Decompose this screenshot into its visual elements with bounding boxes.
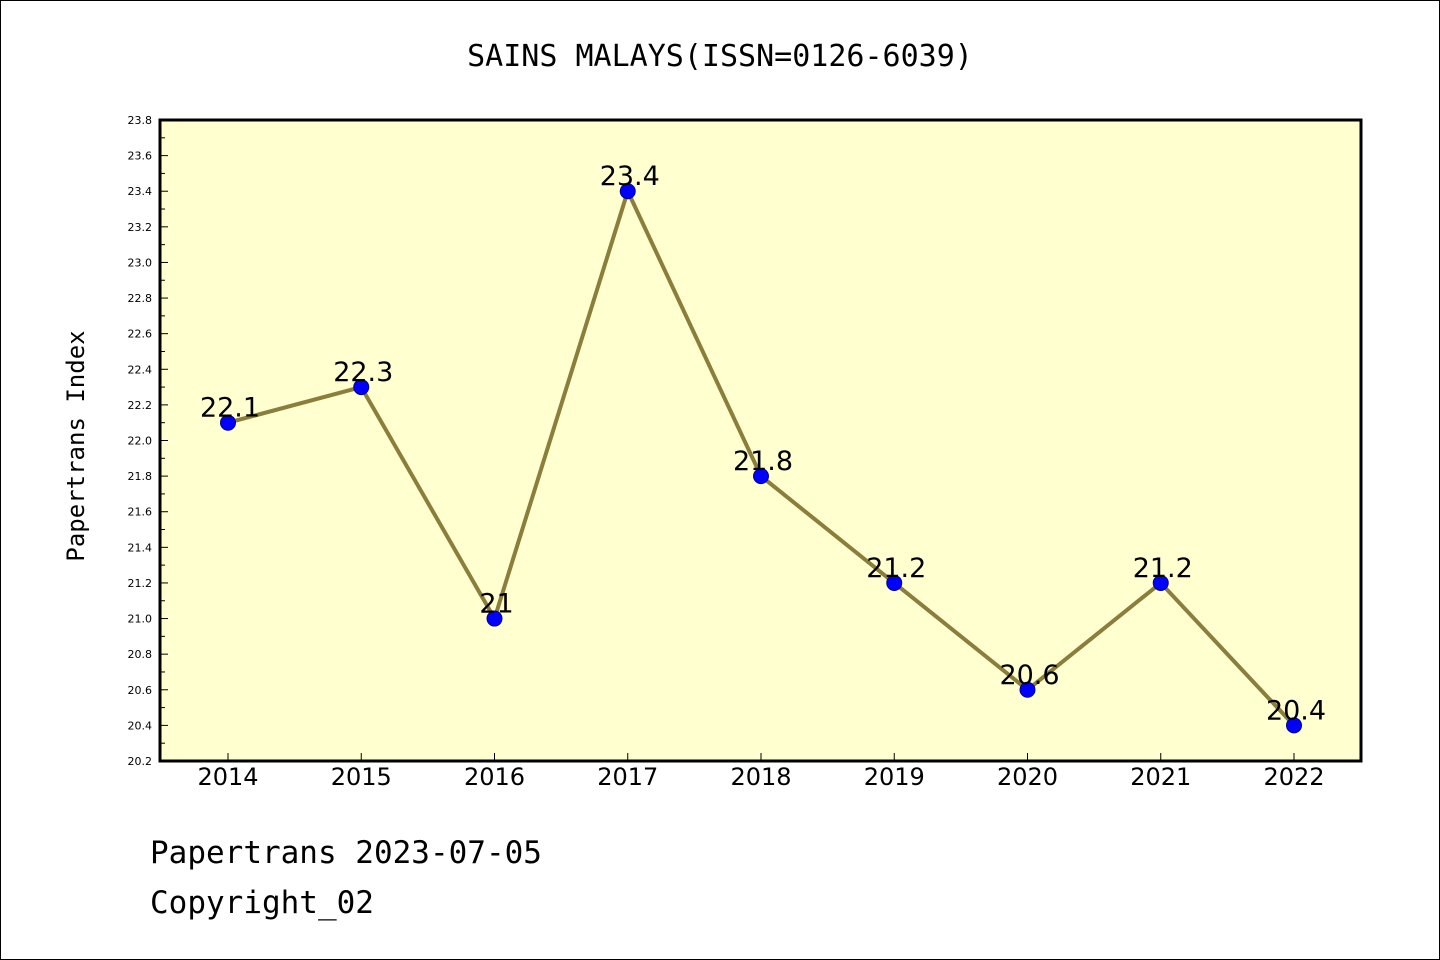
data-point — [1019, 681, 1036, 698]
data-point — [886, 574, 903, 591]
footer-date-line: Papertrans 2023-07-05 — [150, 835, 542, 871]
data-label: 20.4 — [1266, 695, 1326, 726]
chart-title: SAINS MALAYS(ISSN=0126-6039) — [467, 39, 973, 74]
x-tick-label: 2016 — [464, 763, 525, 791]
y-tick-label: 21.6 — [128, 506, 153, 519]
x-tick-label: 2014 — [197, 763, 258, 791]
y-tick-label: 22.4 — [128, 363, 153, 376]
footer-copyright: Copyright_02 — [150, 885, 374, 921]
data-label: 21.2 — [1133, 553, 1193, 584]
x-tick-label: 2020 — [997, 763, 1058, 791]
y-tick-label: 22.0 — [128, 435, 153, 448]
y-tick-label: 22.2 — [128, 399, 153, 412]
y-tick-label: 22.8 — [128, 292, 153, 305]
x-tick-label: 2015 — [331, 763, 392, 791]
x-axis-ticks: 2014 2015 2016 2017 2018 2019 2020 2021 2022 — [197, 753, 1325, 791]
x-tick-label: 2022 — [1263, 763, 1324, 791]
data-label: 21.8 — [733, 446, 793, 477]
data-label: 21 — [479, 589, 513, 620]
data-point — [1286, 717, 1302, 734]
y-tick-label: 23.2 — [128, 221, 153, 234]
plot-area — [158, 118, 1363, 763]
data-point — [353, 379, 370, 396]
series-group — [220, 183, 1302, 734]
y-tick-label: 20.6 — [128, 684, 153, 697]
data-labels-group: 22.1 22.3 21 23.4 21.8 21.2 20.6 21.2 20.4 — [200, 161, 1326, 726]
y-tick-label: 23.4 — [128, 185, 153, 198]
y-tick-label: 22.6 — [128, 328, 153, 341]
data-point — [619, 183, 636, 200]
x-tick-label: 2021 — [1130, 763, 1191, 791]
y-tick-label: 21.4 — [128, 541, 153, 554]
y-tick-label: 21.8 — [128, 470, 153, 483]
data-point — [1152, 574, 1169, 591]
y-tick-label: 23.8 — [128, 114, 153, 127]
x-tick-label: 2017 — [597, 763, 658, 791]
y-tick-label: 23.0 — [128, 256, 153, 269]
data-label: 21.2 — [866, 553, 926, 584]
y-tick-label: 23.6 — [128, 150, 153, 163]
data-label: 20.6 — [999, 660, 1059, 691]
x-tick-label: 2019 — [864, 763, 925, 791]
data-point — [753, 468, 769, 485]
x-tick-label: 2018 — [730, 763, 791, 791]
y-tick-label: 21.2 — [128, 577, 153, 590]
data-point — [486, 610, 503, 627]
data-point — [220, 414, 236, 431]
y-axis-ticks: 20.2 20.4 20.6 20.8 21.0 21.2 21.4 21.6 21.8 22.0… — [128, 114, 168, 768]
y-axis-label: Papertrans Index — [62, 330, 90, 561]
y-tick-label: 20.4 — [128, 719, 153, 732]
y-tick-label: 21.0 — [128, 613, 153, 626]
y-tick-label: 20.2 — [128, 755, 153, 768]
data-label: 22.1 — [200, 393, 260, 424]
data-label: 23.4 — [600, 161, 660, 192]
data-label: 22.3 — [333, 357, 393, 388]
y-tick-label: 20.8 — [128, 648, 153, 661]
